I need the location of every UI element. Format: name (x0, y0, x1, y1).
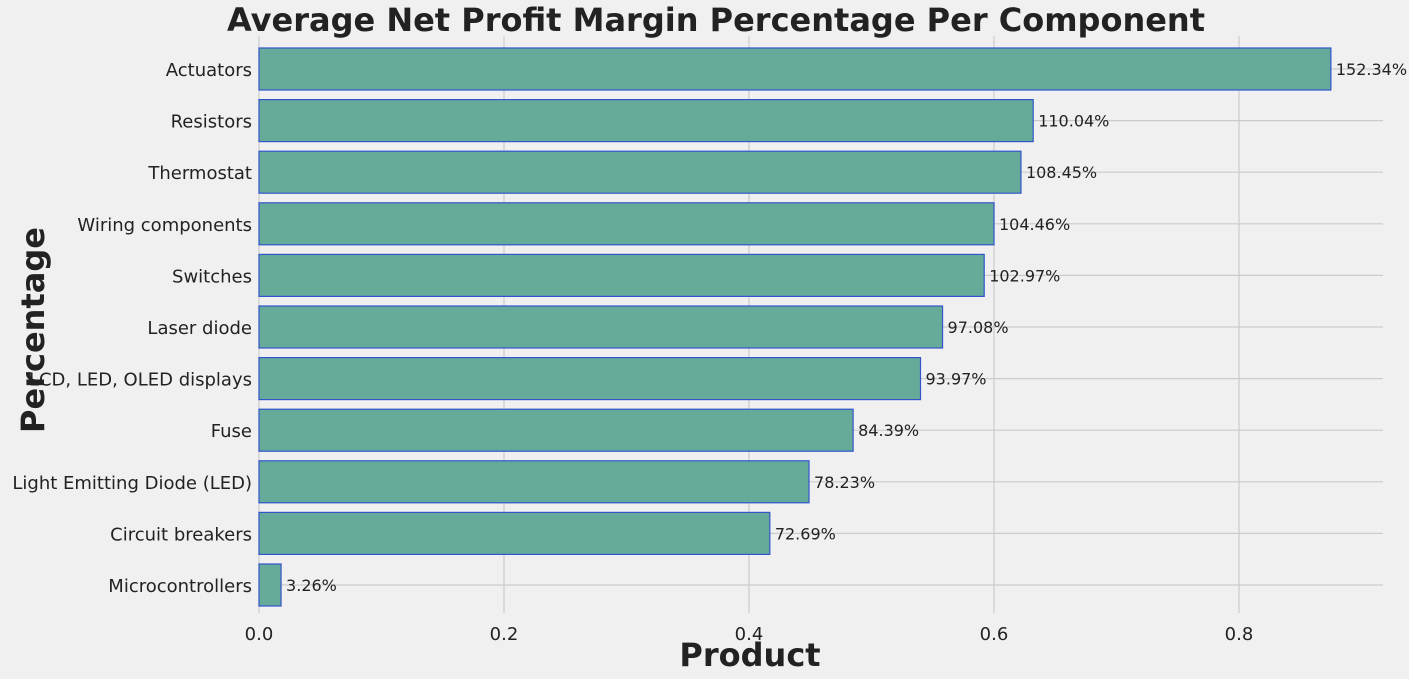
category-label: Thermostat (147, 163, 252, 184)
y-axis-title: Percentage (14, 227, 52, 433)
category-label: LCD, LED, OLED displays (29, 370, 252, 391)
category-label: Switches (172, 266, 252, 287)
x-axis-title: Product (679, 636, 820, 674)
bars-layer (258, 47, 1332, 607)
data-label: 108.45% (1026, 163, 1097, 182)
data-label: 152.34% (1336, 60, 1407, 79)
x-tick-label: 0.0 (245, 624, 274, 645)
data-label: 72.69% (775, 524, 836, 543)
x-tick-label: 0.4 (735, 624, 764, 645)
category-label: Circuit breakers (110, 524, 252, 545)
bar (258, 563, 282, 607)
category-label: Resistors (171, 112, 252, 133)
data-label: 104.46% (999, 215, 1070, 234)
data-label: 97.08% (948, 318, 1009, 337)
ticks-layer: 0.0 0.2 0.4 0.6 0.8 Actuators Resistors Thermos… (12, 60, 1253, 645)
bar (258, 202, 995, 246)
data-label: 3.26% (286, 576, 337, 595)
bar (258, 150, 1022, 194)
data-label: 78.23% (814, 473, 875, 492)
category-label: Fuse (211, 421, 252, 442)
category-label: Microcontrollers (108, 576, 252, 597)
bar (258, 460, 810, 504)
bar (258, 408, 854, 452)
data-label: 93.97% (926, 370, 987, 389)
labels-layer: 152.34% 110.04% 108.45% 104.46% 102.97% 97.08… (286, 60, 1407, 595)
bar (258, 253, 985, 297)
bar (258, 98, 1034, 143)
category-label: Wiring components (77, 215, 252, 236)
x-tick-label: 0.8 (1225, 624, 1254, 645)
data-label: 84.39% (858, 421, 919, 440)
x-tick-label: 0.6 (980, 624, 1009, 645)
category-label: Actuators (166, 60, 252, 81)
bar (258, 47, 1332, 91)
category-label: Laser diode (147, 318, 252, 339)
bar (258, 511, 771, 556)
data-label: 110.04% (1038, 112, 1109, 131)
x-tick-label: 0.2 (490, 624, 519, 645)
category-label: Light Emitting Diode (LED) (12, 473, 252, 494)
chart-title: Average Net Profit Margin Percentage Per… (227, 1, 1205, 39)
data-label: 102.97% (989, 266, 1060, 285)
bar (258, 305, 944, 349)
bar (258, 357, 922, 401)
